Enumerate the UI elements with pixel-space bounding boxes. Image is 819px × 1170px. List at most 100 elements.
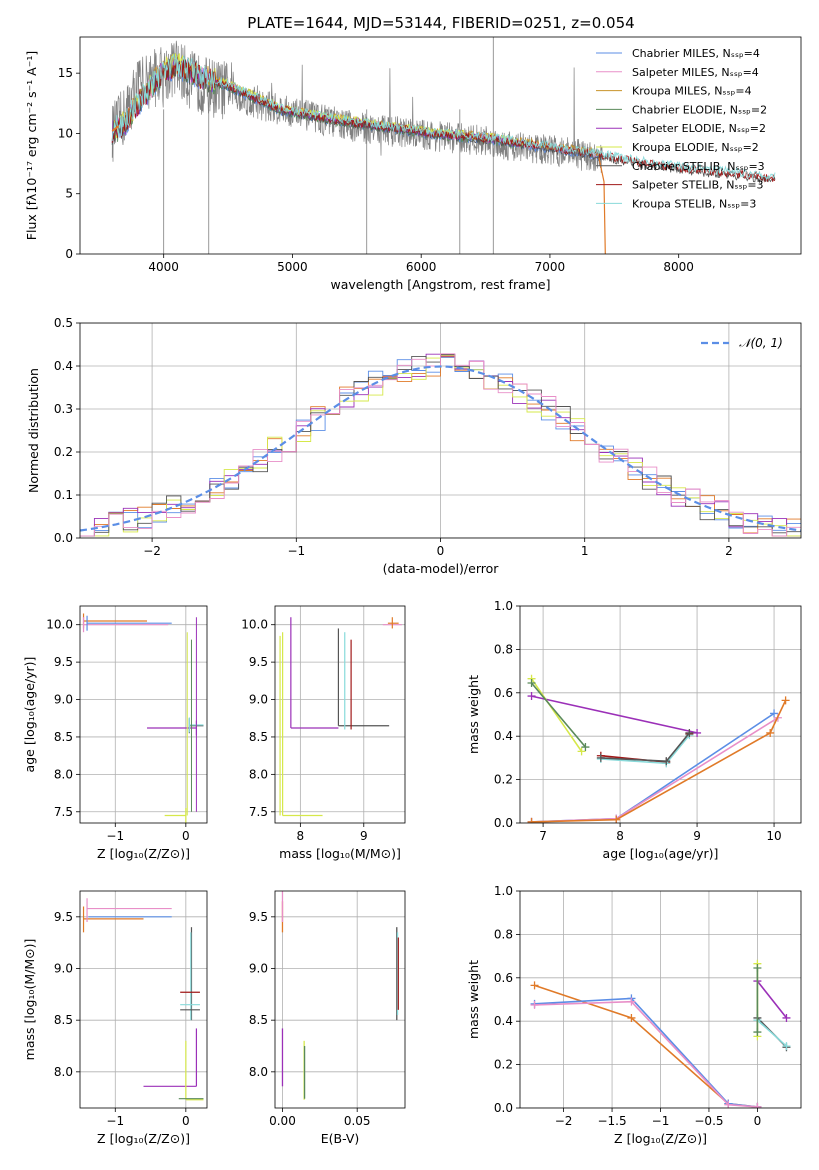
y-tick-label: 8.0	[54, 1065, 73, 1079]
legend-label: Kroupa MILES, Nₛₛₚ=4	[632, 85, 752, 98]
x-axis-label: Z [log₁₀(Z/Z⊙)]	[97, 846, 190, 861]
data-point	[581, 743, 590, 752]
x-tick-label: 0	[182, 829, 190, 843]
x-tick-label: −2	[555, 1114, 573, 1128]
y-tick-label: 0.1	[54, 488, 73, 502]
y-tick-label: 10.0	[241, 618, 268, 632]
legend-label: Chabrier STELIB, Nₛₛₚ=3	[632, 160, 765, 173]
y-tick-label: 0.0	[494, 1101, 513, 1115]
legend-label: Salpeter STELIB, Nₛₛₚ=3	[632, 179, 764, 192]
axes-frame	[79, 890, 208, 1109]
series-line-orange	[531, 700, 787, 823]
data-point	[753, 1102, 762, 1108]
y-tick-label: 9.0	[249, 962, 268, 976]
model-edge-left	[111, 125, 120, 132]
data-point	[627, 1013, 636, 1022]
panel-age_vs_mass: 8 9 7.5 8.0 8.5 9.0 9.5 10.0 mass [log₁₀(M/M⊙)]	[241, 605, 406, 861]
x-tick-label: 7	[539, 829, 547, 843]
x-axis-label: age [log₁₀(age/yr)]	[603, 846, 719, 861]
axes-frame	[519, 890, 802, 1109]
axes-frame	[79, 36, 802, 255]
x-tick-label: 10	[766, 829, 781, 843]
y-tick-label: 15	[58, 66, 73, 80]
plot-area	[520, 891, 801, 1108]
histogram-step-line	[80, 353, 801, 537]
y-tick-label: 9.5	[54, 910, 73, 924]
axes-frame	[274, 605, 406, 824]
panel-mass_vs_EBV: 0.00 0.05 8.0 8.5 9.0 9.5 E(B-V)	[249, 890, 406, 1146]
y-tick-label: 7.5	[54, 805, 73, 819]
axes-frame	[79, 605, 208, 824]
x-tick-label: −1	[287, 544, 305, 558]
x-tick-label: 6000	[406, 260, 437, 274]
y-tick-label: 0.5	[54, 316, 73, 330]
y-tick-label: 8.0	[249, 767, 268, 781]
x-tick-label: 8	[297, 829, 305, 843]
y-tick-label: 0.0	[494, 816, 513, 830]
x-axis-label: E(B-V)	[321, 1131, 360, 1146]
data-point	[693, 728, 702, 737]
y-tick-label: 8.5	[54, 730, 73, 744]
y-axis-label: mass weight	[466, 675, 481, 754]
y-tick-label: 0	[65, 247, 73, 261]
panel-mass_vs_Z: −1 0 8.0 8.5 9.0 9.5 Z [log₁₀(Z/Z⊙)] mass [log₁…	[22, 890, 208, 1146]
legend-label: Chabrier MILES, Nₛₛₚ=4	[632, 47, 760, 60]
x-tick-label: 0.05	[344, 1114, 371, 1128]
legend-label: 𝒩(0, 1)	[739, 336, 783, 350]
legend-label: Kroupa STELIB, Nₛₛₚ=3	[632, 197, 756, 210]
y-tick-label: 9.0	[249, 693, 268, 707]
y-tick-label: 8.5	[249, 1013, 268, 1027]
plot-area	[520, 606, 801, 823]
data-point	[662, 757, 671, 766]
y-tick-label: 8.5	[54, 1013, 73, 1027]
data-point	[527, 817, 536, 823]
panel-age_vs_Z: −1 0 7.5 8.0 8.5 9.0 9.5 10.0 Z [log₁₀(Z/Z⊙)] age…	[22, 605, 208, 861]
panel-massweight_vs_age: 7 8 9 10 0.0 0.2 0.4 0.6 0.8 1.0 age [log₁₀(age/yr…	[466, 599, 802, 861]
x-tick-label: −1.5	[597, 1114, 626, 1128]
y-axis-label: mass [log₁₀(M/M⊙)]	[22, 939, 37, 1061]
series-line-chabrier_elodie	[530, 682, 587, 748]
y-tick-label: 0.6	[494, 971, 513, 985]
x-tick-label: −0.5	[694, 1114, 723, 1128]
y-tick-label: 8.5	[249, 730, 268, 744]
legend-label: Salpeter ELODIE, Nₛₛₚ=2	[632, 122, 766, 135]
data-point	[596, 753, 605, 762]
y-axis-label: mass weight	[466, 960, 481, 1039]
series-line-salpeter_elodie	[756, 980, 788, 1019]
data-point	[685, 728, 694, 737]
x-axis-label: Z [log₁₀(Z/Z⊙)]	[614, 1131, 707, 1146]
plot-area	[275, 891, 405, 1108]
x-tick-label: 1	[581, 544, 589, 558]
y-tick-label: 0.6	[494, 686, 513, 700]
x-tick-label: 4000	[148, 260, 179, 274]
figure-title: PLATE=1644, MJD=53144, FIBERID=0251, z=0…	[247, 14, 634, 32]
x-tick-label: 0	[182, 1114, 190, 1128]
axes-frame	[274, 890, 406, 1109]
panel-spectrum: 4000 5000 6000 7000 8000 0 5 10 15 wavelength [An…	[24, 36, 802, 292]
x-tick-label: −1	[652, 1114, 670, 1128]
data-point	[753, 1028, 762, 1037]
panel-residual_histogram: −2 −1 0 1 2 0.0 0.1 0.2 0.3 0.4 0.5 (data-model)/er…	[26, 316, 802, 576]
y-tick-label: 9.0	[54, 962, 73, 976]
data-point	[527, 692, 536, 701]
y-tick-label: 0.3	[54, 402, 73, 416]
x-tick-label: 0	[754, 1114, 762, 1128]
x-tick-label: −2	[143, 544, 161, 558]
plot-area	[80, 891, 207, 1108]
x-tick-label: −1	[106, 1114, 124, 1128]
series-line-kroupa_stelib	[756, 1019, 788, 1047]
y-tick-label: 5	[65, 187, 73, 201]
x-tick-label: 9	[360, 829, 368, 843]
y-tick-label: 9.5	[54, 655, 73, 669]
plot-area	[275, 606, 405, 823]
model-line-kroupa_stelib	[111, 53, 776, 180]
y-axis-label: Normed distribution	[26, 368, 41, 493]
data-point	[612, 815, 621, 823]
x-axis-label: wavelength [Angstrom, rest frame]	[330, 277, 550, 292]
y-tick-label: 7.5	[249, 805, 268, 819]
x-tick-label: 5000	[277, 260, 308, 274]
y-tick-label: 1.0	[494, 599, 513, 613]
panel-massweight_vs_Z: −2 −1.5 −1 −0.5 0 0.0 0.2 0.4 0.6 0.8 1.0 Z [log₁₀(…	[466, 884, 802, 1146]
y-tick-label: 0.4	[494, 729, 513, 743]
